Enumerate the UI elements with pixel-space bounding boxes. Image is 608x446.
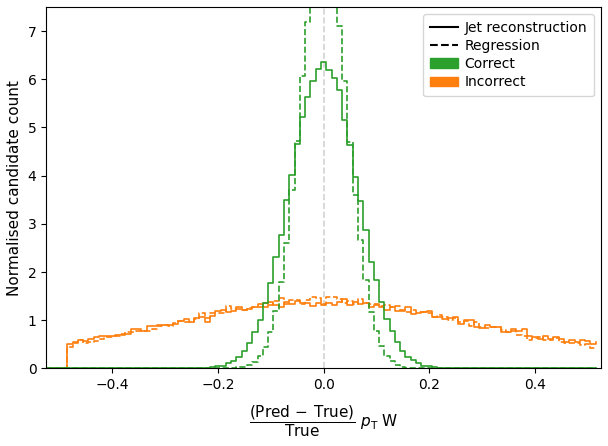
Y-axis label: Normalised candidate count: Normalised candidate count	[7, 80, 22, 296]
Legend: Jet reconstruction, Regression, Correct, Incorrect: Jet reconstruction, Regression, Correct,…	[423, 14, 594, 96]
X-axis label: $\dfrac{\mathrm{(Pred\,-\,True)}}{\mathrm{True}}$ $p_\mathrm{T}$ W: $\dfrac{\mathrm{(Pred\,-\,True)}}{\mathr…	[249, 403, 398, 439]
